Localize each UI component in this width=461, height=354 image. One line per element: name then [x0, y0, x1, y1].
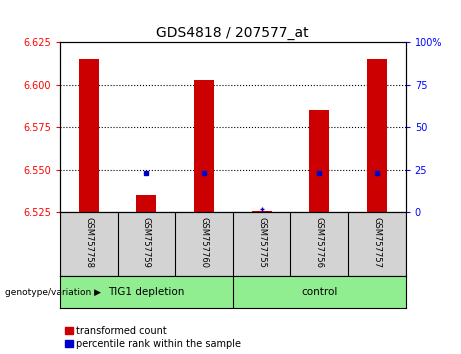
Bar — [136, 195, 156, 212]
Bar — [367, 59, 387, 212]
Title: GDS4818 / 207577_at: GDS4818 / 207577_at — [156, 26, 309, 40]
Text: genotype/variation ▶: genotype/variation ▶ — [5, 287, 100, 297]
Legend: transformed count, percentile rank within the sample: transformed count, percentile rank withi… — [65, 326, 242, 349]
Bar — [79, 59, 99, 212]
Bar — [252, 211, 272, 212]
Text: GSM757760: GSM757760 — [200, 217, 208, 268]
Text: GSM757759: GSM757759 — [142, 217, 151, 268]
Text: GSM757758: GSM757758 — [84, 217, 93, 268]
Bar — [309, 110, 329, 212]
Text: GSM757755: GSM757755 — [257, 217, 266, 268]
Bar — [194, 80, 214, 212]
Text: GSM757757: GSM757757 — [372, 217, 381, 268]
Text: TIG1 depletion: TIG1 depletion — [108, 287, 184, 297]
Text: GSM757756: GSM757756 — [315, 217, 324, 268]
Text: control: control — [301, 287, 337, 297]
